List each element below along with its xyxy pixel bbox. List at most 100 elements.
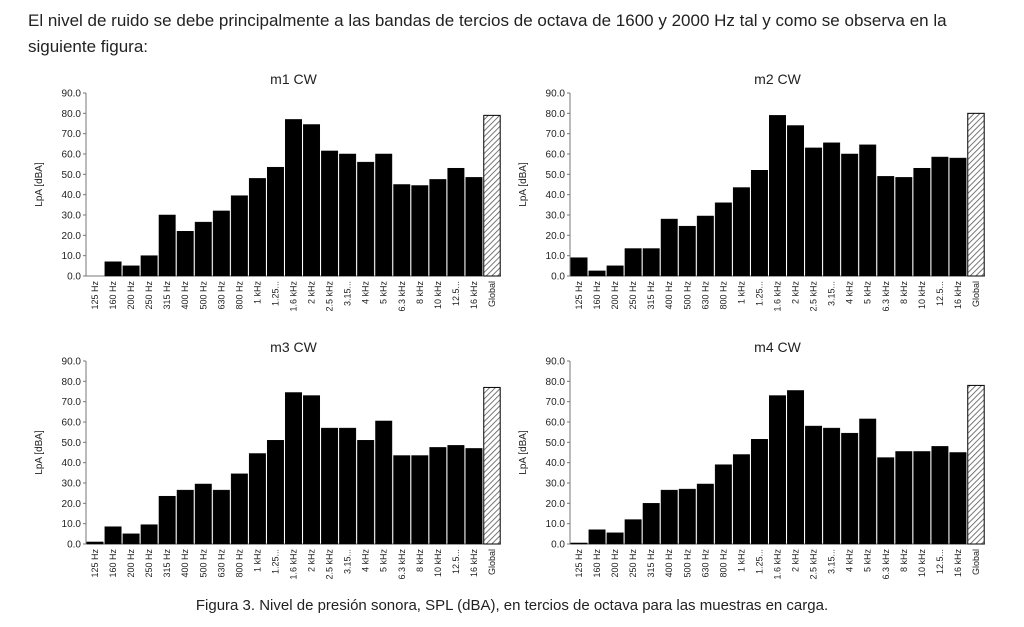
x-tick-label: 3.15... — [827, 549, 837, 574]
bar — [465, 177, 483, 277]
chart-svg: m3 CW LpA [dBA] 0.0 10.0 20.0 30.0 40.0 50.0 60.… — [34, 339, 501, 580]
bar — [122, 533, 140, 545]
bar — [411, 455, 429, 545]
x-tick-label: 16 kHz — [953, 281, 963, 310]
x-tick-label: 160 Hz — [592, 549, 602, 578]
x-tick-label: 12.5... — [451, 281, 461, 306]
bar — [823, 427, 841, 545]
y-tick-label: 40.0 — [62, 190, 82, 201]
bar — [769, 395, 786, 545]
y-tick-label: 10.0 — [546, 251, 566, 262]
x-tick-label: 160 Hz — [592, 281, 602, 310]
bar — [588, 529, 606, 545]
x-tick-label: 3.15... — [343, 549, 353, 574]
x-tick-label: Global — [487, 549, 497, 575]
x-tick-label: 4 kHz — [845, 281, 855, 305]
chart-title: m1 CW — [270, 71, 317, 87]
y-tick-label: 80.0 — [546, 109, 566, 120]
bar — [411, 185, 429, 277]
x-tick-label: 5 kHz — [863, 549, 873, 573]
x-tick-label: 1.25... — [270, 549, 280, 574]
x-tick-label: 125 Hz — [90, 549, 100, 578]
x-tick-label: 1.25... — [754, 281, 764, 306]
bar — [588, 270, 606, 277]
bar — [375, 153, 393, 277]
y-tick-label: 60.0 — [546, 418, 566, 429]
chart-title: m3 CW — [270, 339, 317, 355]
x-tick-label: 10 kHz — [433, 281, 443, 310]
bar — [86, 541, 104, 545]
bar — [447, 445, 465, 545]
x-tick-label: 315 Hz — [162, 549, 172, 578]
bar — [122, 265, 140, 277]
x-tick-label: 315 Hz — [646, 281, 656, 310]
bar — [212, 210, 230, 277]
x-tick-label: 800 Hz — [718, 549, 728, 578]
chart-title: m2 CW — [754, 71, 801, 87]
y-tick-label: 60.0 — [62, 418, 82, 429]
bar — [732, 454, 750, 545]
y-axis-label: LpA [dBA] — [34, 430, 45, 475]
x-tick-label: 250 Hz — [628, 549, 638, 578]
chart-title: m4 CW — [754, 339, 801, 355]
y-tick-label: 70.0 — [546, 397, 566, 408]
bar — [642, 503, 660, 545]
bar — [339, 153, 357, 277]
x-tick-label: 1 kHz — [736, 549, 746, 573]
x-tick-label: 250 Hz — [144, 281, 154, 310]
chart-m4: m4 CW LpA [dBA] 0.0 10.0 20.0 30.0 40.0 50.0 60.… — [512, 334, 987, 599]
y-tick-label: 90.0 — [62, 89, 82, 100]
y-tick-label: 80.0 — [546, 377, 566, 388]
x-tick-label: 125 Hz — [574, 281, 584, 310]
y-tick-label: 40.0 — [546, 190, 566, 201]
x-tick-label: 200 Hz — [610, 281, 620, 310]
x-tick-label: 630 Hz — [700, 281, 710, 310]
y-tick-label: 60.0 — [62, 150, 82, 161]
x-tick-label: 1.25... — [754, 549, 764, 574]
bar — [321, 427, 339, 545]
bar — [570, 542, 588, 545]
bar — [624, 519, 642, 545]
bar — [266, 440, 284, 545]
bar — [285, 119, 302, 277]
bar-global — [967, 384, 985, 545]
x-tick-label: 1 kHz — [252, 281, 262, 305]
bar — [194, 221, 212, 277]
y-tick-label: 70.0 — [62, 129, 82, 140]
bar — [429, 179, 447, 277]
x-tick-label: 1.6 kHz — [289, 281, 299, 312]
y-tick-label: 10.0 — [62, 519, 82, 530]
x-tick-label: 1 kHz — [736, 281, 746, 305]
bar — [805, 425, 823, 545]
x-tick-label: 315 Hz — [162, 281, 172, 310]
bar — [714, 464, 732, 545]
bar — [393, 455, 411, 545]
bar — [913, 451, 931, 545]
x-tick-label: 2.5 kHz — [809, 549, 819, 580]
bar — [696, 215, 714, 277]
x-tick-label: 630 Hz — [216, 549, 226, 578]
x-tick-label: 500 Hz — [198, 549, 208, 578]
bar — [303, 395, 321, 545]
bar — [321, 150, 339, 277]
bar — [447, 167, 465, 277]
y-tick-label: 20.0 — [546, 499, 566, 510]
chart-svg: m1 CW LpA [dBA] 0.0 10.0 20.0 30.0 40.0 50.0 60.… — [34, 71, 501, 312]
x-tick-label: 8 kHz — [415, 549, 425, 573]
y-tick-label: 30.0 — [546, 479, 566, 490]
bar — [606, 265, 624, 277]
bar-global — [483, 386, 501, 545]
y-tick-label: 80.0 — [62, 377, 82, 388]
x-tick-label: 200 Hz — [126, 281, 136, 310]
y-tick-label: 10.0 — [546, 519, 566, 530]
x-tick-label: 4 kHz — [361, 281, 371, 305]
x-tick-label: 4 kHz — [845, 549, 855, 573]
x-tick-label: 630 Hz — [216, 281, 226, 310]
bar — [465, 448, 483, 545]
bar — [642, 248, 660, 277]
bar — [266, 166, 284, 277]
bar — [248, 178, 266, 277]
x-tick-label: 400 Hz — [664, 549, 674, 578]
y-tick-label: 20.0 — [62, 499, 82, 510]
bar — [931, 156, 949, 277]
